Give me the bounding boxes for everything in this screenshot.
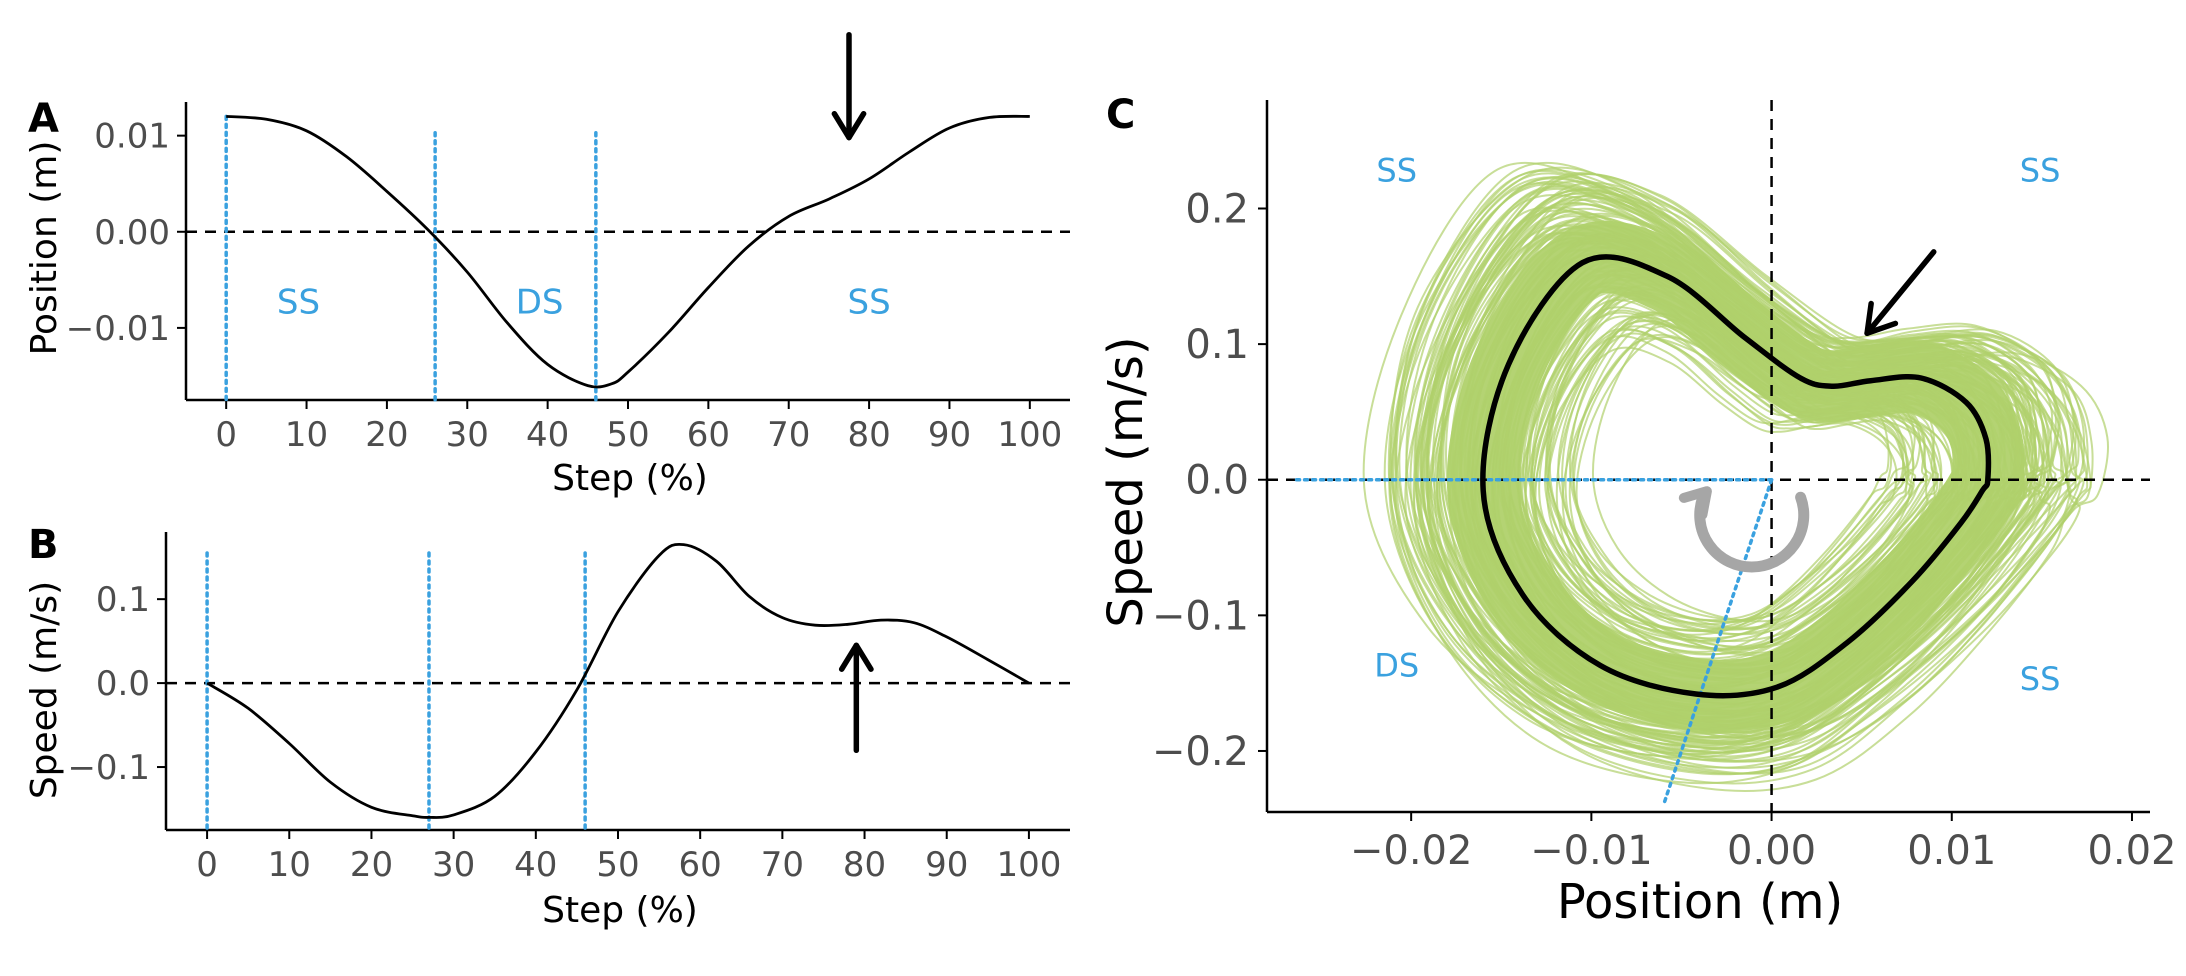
c-y-tick-label: −0.1 [1152, 593, 1249, 639]
panel-label-a: A [28, 96, 59, 142]
c-x-tick-label: −0.01 [1530, 828, 1653, 874]
b-x-tick-label: 70 [761, 845, 804, 885]
c-y-tick-label: −0.2 [1152, 729, 1249, 775]
c-y-axis-label: Speed (m/s) [1098, 336, 1154, 627]
a-x-tick-label: 80 [847, 415, 890, 455]
a-region-label-ds: DS [516, 282, 564, 322]
b-annotation-arrowhead [838, 642, 874, 672]
a-x-tick-label: 70 [767, 415, 810, 455]
b-x-axis-label: Step (%) [542, 890, 698, 931]
panel-label-b: B [28, 522, 59, 568]
a-region-label-ss: SS [848, 282, 891, 322]
c-x-tick-label: 0.02 [2087, 828, 2176, 874]
a-y-tick-label: −0.01 [66, 309, 170, 349]
b-x-tick-label: 80 [843, 845, 886, 885]
b-y-tick-label: −0.1 [67, 748, 150, 788]
b-y-tick-label: 0.0 [96, 664, 150, 704]
c-region-label-ss: SS [1376, 151, 1417, 189]
panel-b: B Speed (m/s) Step (%) 0 10 20 30 40 50 60 70 80… [24, 522, 1070, 931]
a-mean-curve [226, 114, 1030, 389]
c-region-label-ss: SS [2020, 151, 2061, 189]
c-region-label-ds: DS [1374, 646, 1419, 684]
b-x-tick-label: 20 [350, 845, 393, 885]
b-x-tick-label: 30 [432, 845, 475, 885]
a-annotation-arrowhead [831, 110, 867, 141]
panel-label-c: C [1106, 92, 1135, 138]
a-y-axis-label: Position (m) [24, 141, 65, 356]
a-x-axis-label: Step (%) [552, 458, 708, 499]
c-x-axis-label: Position (m) [1557, 874, 1843, 930]
a-x-tick-label: 20 [365, 415, 408, 455]
b-y-axis-label: Speed (m/s) [24, 581, 65, 799]
b-x-tick-label: 60 [679, 845, 722, 885]
c-x-tick-label: 0.01 [1907, 828, 1996, 874]
c-annotation-arrowhead [1864, 300, 1899, 337]
a-x-tick-label: 100 [997, 415, 1062, 455]
c-rotation-direction-icon [1694, 491, 1810, 573]
a-x-tick-label: 30 [446, 415, 489, 455]
a-x-tick-label: 50 [606, 415, 649, 455]
c-x-tick-label: −0.02 [1350, 828, 1473, 874]
b-x-tick-label: 40 [514, 845, 557, 885]
b-mean-curve [206, 542, 1030, 819]
c-x-tick-label: 0.00 [1727, 828, 1816, 874]
c-mean-trajectory [1480, 254, 1992, 699]
b-x-tick-label: 0 [196, 845, 218, 885]
panel-a: A Position (m) Step (%) 0 10 20 30 40 50 60 70 8… [24, 31, 1070, 499]
c-y-tick-label: 0.2 [1185, 186, 1249, 232]
c-phase-boundary-line [1661, 477, 1774, 807]
b-y-tick-label: 0.1 [96, 580, 150, 620]
a-x-tick-label: 40 [526, 415, 569, 455]
b-x-tick-label: 90 [925, 845, 968, 885]
c-y-tick-label: 0.0 [1185, 458, 1249, 504]
a-x-tick-label: 60 [687, 415, 730, 455]
c-y-tick-label: 0.1 [1185, 322, 1249, 368]
c-trial-curve [1414, 201, 2045, 754]
a-region-label-ss: SS [277, 282, 320, 322]
panel-c: C Speed (m/s) Position (m) −0.02 −0.01 0.0… [1098, 92, 2177, 930]
a-x-tick-label: 10 [285, 415, 328, 455]
c-region-label-ss: SS [2020, 660, 2061, 698]
a-x-tick-label: 0 [215, 415, 237, 455]
a-y-tick-label: 0.01 [94, 117, 170, 157]
c-annotation-arrow [1864, 249, 1937, 337]
b-x-tick-label: 100 [996, 845, 1061, 885]
a-y-tick-label: 0.00 [94, 213, 170, 253]
b-x-tick-label: 50 [596, 845, 639, 885]
b-x-tick-label: 10 [268, 845, 311, 885]
a-x-tick-label: 90 [928, 415, 971, 455]
c-rotation-arrowhead-icon [1678, 486, 1712, 520]
